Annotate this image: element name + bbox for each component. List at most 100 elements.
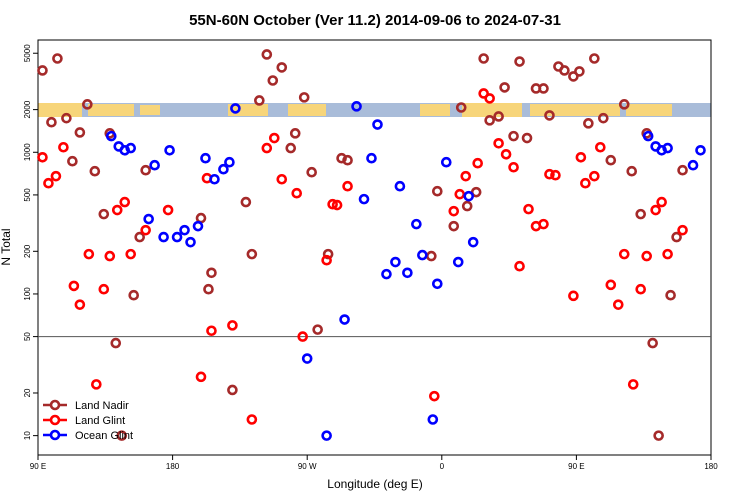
point <box>200 152 211 164</box>
point <box>185 236 196 248</box>
point <box>50 170 62 182</box>
legend-label: Land Nadir <box>75 400 129 412</box>
point <box>162 204 174 216</box>
point <box>254 95 265 106</box>
point <box>227 320 238 331</box>
point <box>390 256 401 268</box>
point <box>461 200 473 212</box>
point <box>143 213 154 225</box>
point <box>37 65 48 76</box>
point <box>452 256 464 268</box>
point <box>52 53 63 64</box>
point <box>598 112 609 124</box>
point <box>470 186 482 198</box>
point <box>635 208 647 220</box>
point <box>618 99 630 110</box>
x-tick-label: 180 <box>704 462 718 471</box>
legend-marker <box>49 429 61 441</box>
point <box>514 56 525 67</box>
point <box>83 248 95 260</box>
x-tick-label: 180 <box>166 462 180 471</box>
point <box>656 196 667 208</box>
point <box>289 128 301 139</box>
point <box>427 414 439 425</box>
point <box>429 390 440 402</box>
point <box>261 142 273 154</box>
point <box>218 163 229 175</box>
point <box>467 236 479 248</box>
point <box>149 159 160 171</box>
point <box>224 156 235 168</box>
point <box>677 164 688 176</box>
point <box>116 430 128 441</box>
point <box>575 151 587 163</box>
point <box>500 148 512 160</box>
point <box>493 111 504 122</box>
point <box>523 203 534 215</box>
point <box>230 103 241 114</box>
point <box>46 116 57 128</box>
point <box>671 231 682 243</box>
point <box>331 199 343 211</box>
point <box>635 283 647 295</box>
x-tick-label: 0 <box>440 462 445 471</box>
point <box>298 92 310 103</box>
point <box>268 132 280 144</box>
point <box>67 155 78 167</box>
point <box>91 379 102 390</box>
point <box>417 249 428 261</box>
point <box>605 279 617 291</box>
point <box>440 156 452 168</box>
point <box>381 268 392 280</box>
point <box>589 53 600 64</box>
point <box>306 166 317 178</box>
point <box>351 101 362 112</box>
point <box>301 353 313 364</box>
point <box>37 151 48 163</box>
point <box>105 130 117 142</box>
point <box>618 248 630 260</box>
y-axis-label: N Total <box>0 228 13 265</box>
point <box>68 280 80 292</box>
point <box>171 231 183 243</box>
point <box>626 165 638 177</box>
point <box>342 154 353 166</box>
point <box>321 430 332 441</box>
point <box>98 208 110 220</box>
x-tick-label: 90 E <box>30 462 46 471</box>
point <box>550 169 561 181</box>
point <box>366 152 377 164</box>
point <box>276 62 288 73</box>
point <box>559 65 570 76</box>
point <box>595 141 606 153</box>
point <box>642 130 654 142</box>
point <box>402 267 413 279</box>
point <box>650 204 661 216</box>
point <box>484 115 495 126</box>
point <box>339 314 350 325</box>
point <box>455 102 467 113</box>
point <box>322 248 334 260</box>
point <box>74 299 86 310</box>
point <box>110 337 122 349</box>
point <box>472 157 483 169</box>
point <box>206 325 217 337</box>
point <box>267 75 279 86</box>
x-tick-label: 90 W <box>298 462 317 471</box>
y-tick-label: 200 <box>23 244 32 258</box>
point <box>327 198 338 210</box>
point <box>61 112 72 124</box>
point <box>358 193 370 205</box>
y-tick-label: 10 <box>23 431 32 440</box>
point <box>411 218 422 230</box>
point <box>321 254 332 266</box>
point <box>179 224 190 236</box>
y-tick-label: 100 <box>23 287 32 301</box>
point <box>140 224 151 236</box>
point <box>372 119 383 130</box>
point <box>647 337 658 349</box>
point <box>677 224 688 236</box>
y-tick-label: 2000 <box>23 100 32 118</box>
legend-marker <box>49 414 61 426</box>
point <box>342 180 353 192</box>
